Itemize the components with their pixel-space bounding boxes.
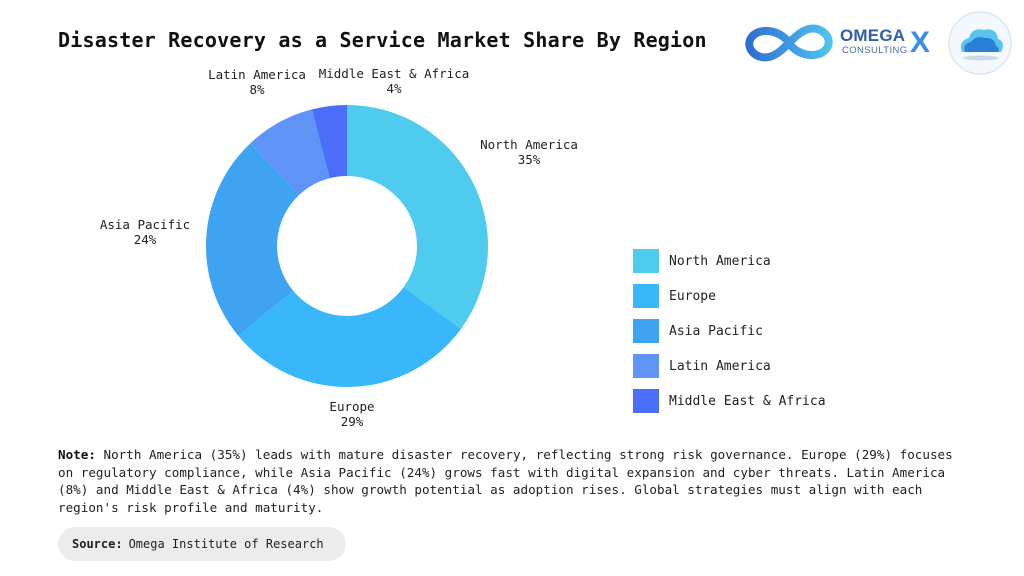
donut-slice bbox=[347, 105, 488, 329]
donut-slice bbox=[238, 287, 462, 387]
legend-item: Latin America bbox=[633, 354, 826, 378]
logo-area: OMEGA CONSULTING X bbox=[742, 11, 1017, 75]
source-text: Omega Institute of Research bbox=[128, 537, 324, 551]
slice-category-label: Asia Pacific bbox=[100, 217, 190, 232]
brand-separator: X bbox=[910, 26, 931, 59]
legend-swatch bbox=[633, 284, 659, 308]
brand-subtitle: CONSULTING bbox=[842, 45, 908, 56]
slice-value-label: 24% bbox=[134, 232, 157, 247]
slice-value-label: 29% bbox=[341, 414, 364, 429]
page-title: Disaster Recovery as a Service Market Sh… bbox=[58, 28, 707, 52]
legend-label: Middle East & Africa bbox=[669, 393, 826, 409]
legend-item: Asia Pacific bbox=[633, 319, 826, 343]
slice-category-label: Middle East & Africa bbox=[319, 66, 470, 81]
slice-value-label: 4% bbox=[386, 81, 402, 96]
note-label: Note: bbox=[58, 447, 96, 462]
legend-item: North America bbox=[633, 249, 826, 273]
slice-value-label: 35% bbox=[518, 152, 541, 167]
cloud-logo-icon bbox=[948, 11, 1012, 75]
donut-slice bbox=[250, 109, 330, 195]
slice-category-label: Europe bbox=[329, 399, 374, 414]
legend-item: Middle East & Africa bbox=[633, 389, 826, 413]
chart-legend: North America Europe Asia Pacific Latin … bbox=[633, 249, 826, 424]
source-label: Source: bbox=[72, 537, 123, 551]
slice-category-label: Latin America bbox=[208, 67, 306, 82]
legend-label: Asia Pacific bbox=[669, 323, 763, 339]
legend-label: North America bbox=[669, 253, 771, 269]
slice-value-label: 8% bbox=[249, 82, 265, 97]
legend-label: Latin America bbox=[669, 358, 771, 374]
legend-item: Europe bbox=[633, 284, 826, 308]
omega-infinity-logo-icon bbox=[745, 24, 833, 62]
slice-category-label: North America bbox=[480, 137, 578, 152]
legend-swatch bbox=[633, 319, 659, 343]
donut-slice bbox=[206, 143, 300, 336]
source-badge: Source: Omega Institute of Research bbox=[58, 527, 346, 561]
legend-label: Europe bbox=[669, 288, 716, 304]
note-text: North America (35%) leads with mature di… bbox=[58, 447, 953, 515]
donut-slice bbox=[311, 105, 347, 179]
chart-note: Note: North America (35%) leads with mat… bbox=[58, 446, 963, 516]
legend-swatch bbox=[633, 354, 659, 378]
brand-name: OMEGA bbox=[840, 26, 906, 45]
legend-swatch bbox=[633, 389, 659, 413]
legend-swatch bbox=[633, 249, 659, 273]
